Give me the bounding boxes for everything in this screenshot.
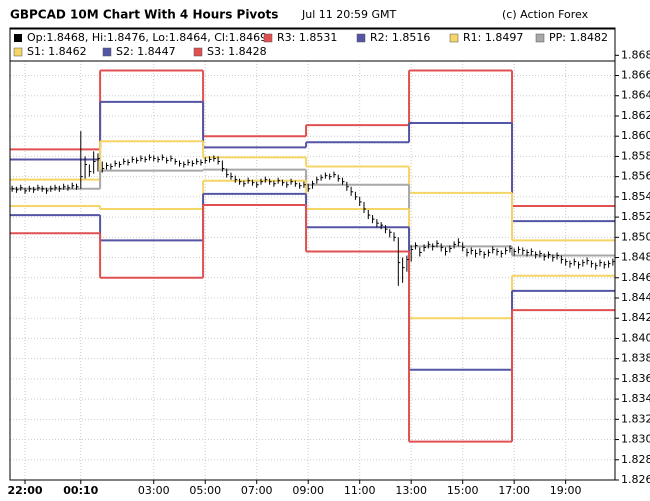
chart-credit: (c) Action Forex: [502, 8, 589, 21]
x-tick-label: 09:00: [292, 484, 324, 497]
y-tick-label: 1.840: [621, 331, 650, 344]
x-tick-label: 03:00: [138, 484, 170, 497]
y-tick-label: 1.856: [621, 170, 650, 183]
legend-label: Op:1.8468, Hi:1.8476, Lo:1.8464, Cl:1.84…: [27, 31, 267, 44]
plot-frame: [9, 27, 616, 481]
legend-label: R1: 1.8497: [463, 31, 523, 44]
legend-swatch: [193, 47, 203, 57]
y-tick-label: 1.846: [621, 271, 650, 284]
legend-label: R3: 1.8531: [277, 31, 337, 44]
chart-title: GBPCAD 10M Chart With 4 Hours Pivots: [10, 8, 278, 22]
y-tick-label: 1.836: [621, 372, 650, 385]
y-tick-label: 1.830: [621, 433, 650, 446]
y-tick-label: 1.832: [621, 412, 650, 425]
y-tick-label: 1.858: [621, 149, 650, 162]
legend-label: R2: 1.8516: [370, 31, 430, 44]
y-tick-label: 1.834: [621, 392, 650, 405]
legend-swatch: [263, 33, 273, 43]
y-tick-label: 1.866: [621, 69, 650, 82]
legend-label: PP: 1.8482: [549, 31, 608, 44]
y-tick-label: 1.852: [621, 210, 650, 223]
x-tick-label: 07:00: [241, 484, 273, 497]
x-tick-label: 15:00: [447, 484, 479, 497]
y-tick-label: 1.826: [621, 473, 650, 486]
legend-swatch: [356, 33, 366, 43]
y-tick-label: 1.838: [621, 352, 650, 365]
legend-swatch: [14, 34, 22, 42]
y-tick-label: 1.864: [621, 89, 650, 102]
y-tick-label: 1.868: [621, 48, 650, 61]
y-tick-label: 1.828: [621, 453, 650, 466]
marks: [10, 69, 615, 443]
y-tick-label: 1.854: [621, 190, 650, 203]
legend-label: S1: 1.8462: [27, 45, 87, 58]
x-tick-label: 00:10: [63, 484, 98, 497]
x-tick-label: 11:00: [344, 484, 376, 497]
legend-label: S3: 1.8428: [207, 45, 267, 58]
legend-swatch: [449, 33, 459, 43]
x-tick-label: 17:00: [498, 484, 530, 497]
y-tick-label: 1.862: [621, 109, 650, 122]
legend-swatch: [535, 33, 545, 43]
legend-swatch: [13, 47, 23, 57]
legend-label: S2: 1.8447: [116, 45, 176, 58]
legend-swatch: [102, 47, 112, 57]
x-tick-label: 22:00: [8, 484, 43, 497]
y-tick-label: 1.844: [621, 291, 650, 304]
x-tick-label: 13:00: [395, 484, 427, 497]
chart-date: Jul 11 20:59 GMT: [301, 8, 396, 21]
y-tick-label: 1.848: [621, 251, 650, 264]
x-tick-label: 19:00: [550, 484, 582, 497]
y-tick-label: 1.842: [621, 311, 650, 324]
legend: Op:1.8468, Hi:1.8476, Lo:1.8464, Cl:1.84…: [13, 31, 608, 58]
y-tick-label: 1.860: [621, 129, 650, 142]
x-tick-label: 05:00: [189, 484, 221, 497]
y-tick-label: 1.850: [621, 230, 650, 243]
